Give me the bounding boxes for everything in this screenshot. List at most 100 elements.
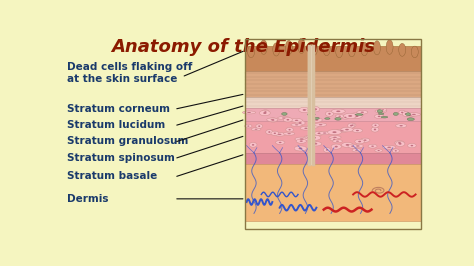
Ellipse shape: [298, 38, 305, 53]
Ellipse shape: [377, 150, 380, 151]
Ellipse shape: [263, 112, 266, 114]
Ellipse shape: [323, 42, 330, 56]
Ellipse shape: [308, 137, 310, 138]
Ellipse shape: [344, 117, 346, 118]
Ellipse shape: [392, 149, 400, 153]
Ellipse shape: [399, 110, 405, 115]
Ellipse shape: [356, 145, 360, 147]
Ellipse shape: [311, 118, 322, 122]
Ellipse shape: [310, 42, 318, 56]
Ellipse shape: [379, 111, 383, 112]
Ellipse shape: [395, 141, 404, 145]
Ellipse shape: [401, 112, 403, 113]
Ellipse shape: [347, 123, 355, 128]
Ellipse shape: [412, 114, 416, 115]
Ellipse shape: [299, 107, 310, 113]
Ellipse shape: [282, 118, 286, 119]
Ellipse shape: [314, 123, 327, 126]
Ellipse shape: [386, 40, 393, 54]
Ellipse shape: [374, 128, 376, 130]
Ellipse shape: [287, 133, 291, 134]
Text: Stratum lucidum: Stratum lucidum: [66, 120, 165, 130]
Ellipse shape: [299, 122, 301, 124]
Ellipse shape: [330, 138, 338, 141]
Ellipse shape: [318, 133, 320, 134]
Ellipse shape: [356, 114, 363, 115]
Ellipse shape: [309, 142, 322, 146]
Ellipse shape: [371, 127, 379, 132]
Ellipse shape: [352, 124, 354, 126]
Ellipse shape: [398, 142, 401, 144]
Bar: [245, 108, 421, 120]
Ellipse shape: [336, 129, 348, 132]
Ellipse shape: [242, 111, 255, 114]
Ellipse shape: [333, 140, 343, 143]
Ellipse shape: [312, 107, 320, 112]
Ellipse shape: [310, 142, 313, 143]
Ellipse shape: [296, 139, 306, 143]
Ellipse shape: [304, 128, 308, 129]
Text: Dermis: Dermis: [66, 194, 108, 204]
Ellipse shape: [348, 44, 356, 57]
Ellipse shape: [295, 120, 305, 125]
Ellipse shape: [307, 137, 309, 138]
Bar: [245, 71, 421, 97]
Bar: [245, 164, 421, 221]
Ellipse shape: [247, 46, 255, 58]
Ellipse shape: [371, 146, 374, 147]
Ellipse shape: [352, 114, 362, 118]
Ellipse shape: [336, 115, 344, 118]
Ellipse shape: [247, 126, 249, 127]
Ellipse shape: [272, 119, 274, 121]
Ellipse shape: [311, 125, 315, 127]
Ellipse shape: [407, 118, 414, 120]
Ellipse shape: [256, 124, 263, 128]
Ellipse shape: [410, 145, 413, 146]
Ellipse shape: [377, 110, 383, 113]
Ellipse shape: [374, 124, 377, 126]
Ellipse shape: [245, 124, 252, 128]
Ellipse shape: [381, 116, 388, 118]
Ellipse shape: [266, 130, 273, 134]
Ellipse shape: [312, 137, 316, 139]
Ellipse shape: [259, 110, 270, 116]
Ellipse shape: [267, 118, 278, 122]
Text: Stratum spinosum: Stratum spinosum: [66, 153, 174, 163]
Ellipse shape: [407, 113, 420, 116]
Ellipse shape: [300, 140, 303, 142]
Ellipse shape: [262, 110, 269, 114]
Ellipse shape: [331, 144, 341, 149]
Ellipse shape: [408, 115, 412, 116]
Ellipse shape: [342, 116, 349, 119]
Ellipse shape: [346, 144, 349, 146]
Ellipse shape: [378, 113, 384, 115]
Ellipse shape: [329, 136, 341, 139]
Ellipse shape: [375, 149, 383, 152]
Ellipse shape: [406, 113, 410, 116]
Ellipse shape: [275, 140, 285, 144]
Ellipse shape: [295, 120, 298, 121]
Ellipse shape: [314, 117, 319, 119]
Ellipse shape: [326, 149, 328, 151]
Ellipse shape: [387, 147, 391, 148]
Ellipse shape: [406, 113, 413, 117]
Ellipse shape: [356, 116, 358, 117]
Bar: [245, 120, 421, 153]
Ellipse shape: [352, 128, 363, 132]
Ellipse shape: [382, 109, 384, 110]
Text: Stratum basale: Stratum basale: [66, 171, 157, 181]
Ellipse shape: [396, 124, 407, 128]
Ellipse shape: [282, 113, 287, 115]
Ellipse shape: [294, 146, 307, 151]
Ellipse shape: [350, 125, 352, 127]
Ellipse shape: [283, 132, 295, 135]
Ellipse shape: [352, 148, 361, 152]
Ellipse shape: [395, 141, 405, 146]
Ellipse shape: [340, 130, 344, 131]
Ellipse shape: [323, 148, 330, 152]
Ellipse shape: [273, 132, 276, 134]
Ellipse shape: [260, 40, 267, 55]
Text: Stratum granulosum: Stratum granulosum: [66, 136, 188, 147]
Bar: [245, 153, 421, 164]
Ellipse shape: [399, 143, 401, 145]
